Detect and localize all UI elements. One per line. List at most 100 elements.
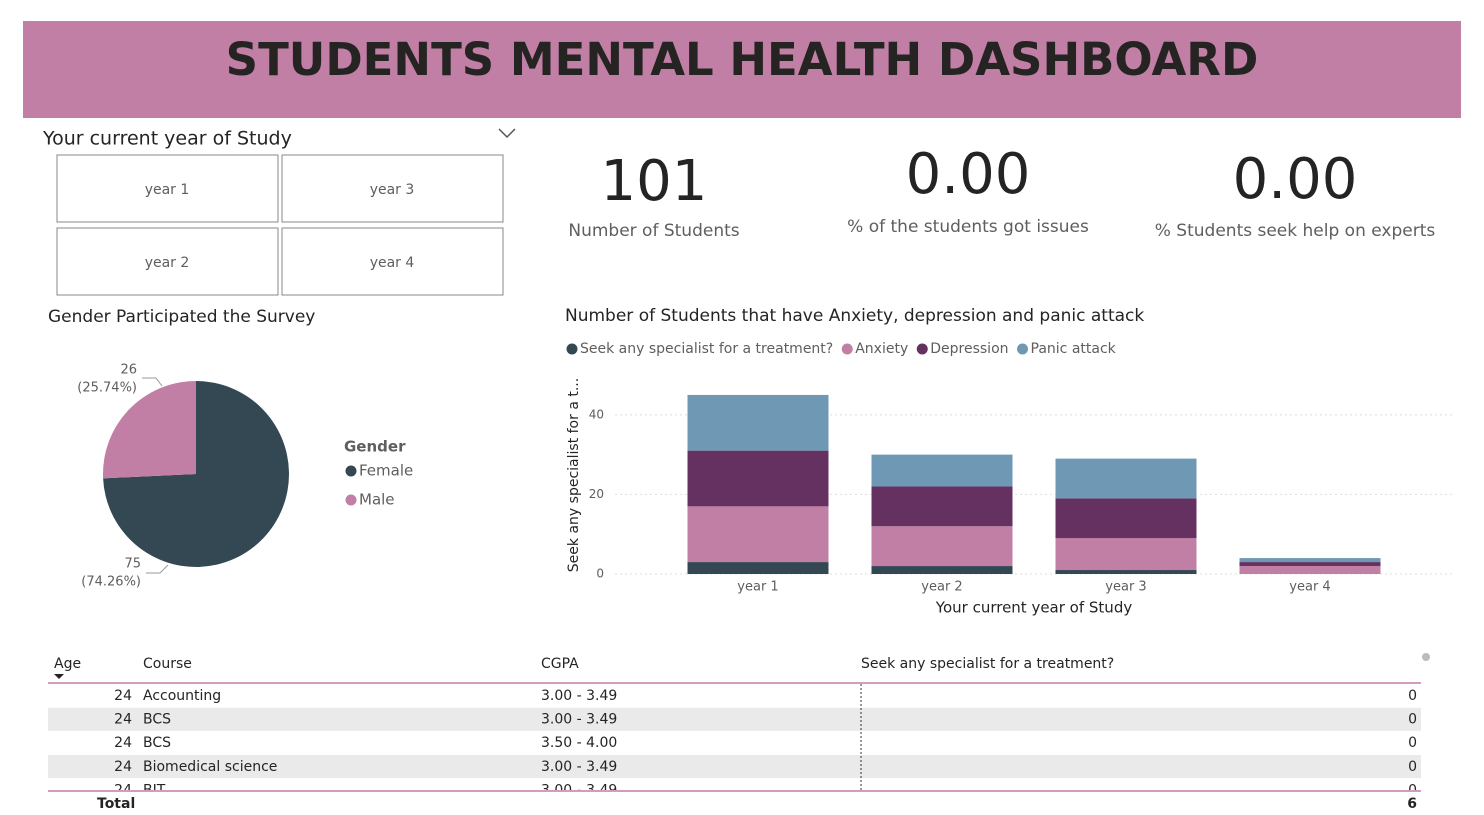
- legend-marker: [345, 494, 357, 506]
- pie-chart: Gender Participated the Survey 75 (74.26%)…: [48, 307, 413, 590]
- slicer-option-box[interactable]: [56, 227, 279, 296]
- total-value: 6: [1407, 796, 1417, 812]
- column-header[interactable]: Seek any specialist for a treatment?: [861, 656, 1114, 672]
- bar-segment: [1055, 458, 1197, 499]
- y-tick-label: 20: [589, 487, 604, 501]
- slicer-option-box[interactable]: [281, 227, 504, 296]
- slicer-option[interactable]: year 2: [145, 255, 190, 271]
- legend-marker: [1017, 343, 1029, 355]
- x-tick-label: year 1: [737, 580, 778, 595]
- kpi-label: % Students seek help on experts: [1155, 221, 1436, 241]
- leader-line: [142, 377, 163, 387]
- bar-segment: [871, 566, 1013, 574]
- table-cell: 24: [114, 688, 132, 704]
- bar-segment: [1239, 558, 1381, 563]
- row-band: [48, 707, 1421, 732]
- kpis: 101 Number of Students 0.00 % of the studen…: [568, 142, 1435, 241]
- bar-segment: [1055, 570, 1197, 574]
- table-cell: 3.00 - 3.49: [541, 712, 617, 728]
- column-header[interactable]: Course: [143, 656, 192, 672]
- table-cell: BCS: [143, 712, 171, 728]
- bar-segment: [687, 394, 829, 451]
- bar-segment: [871, 526, 1013, 567]
- total-label: Total: [97, 796, 135, 812]
- percent-label: (74.26%): [81, 575, 141, 590]
- slicer: year 1 year 3 year 2 year 4: [56, 154, 504, 296]
- slicer-option-box[interactable]: [56, 154, 279, 223]
- legend-label: Seek any specialist for a treatment?: [580, 341, 833, 357]
- pie-slice: [103, 381, 196, 479]
- legend-marker: [841, 343, 853, 355]
- legend-label: Male: [359, 491, 395, 509]
- kpi-label: % of the students got issues: [847, 217, 1089, 237]
- column-header[interactable]: Age: [54, 656, 81, 672]
- table-cell: Accounting: [143, 688, 221, 704]
- y-axis-title: Seek any specialist for a t...: [566, 378, 582, 572]
- table-cell: 24: [114, 782, 132, 798]
- bar-segment: [871, 454, 1013, 487]
- slicer-option[interactable]: year 4: [370, 255, 415, 271]
- x-tick-label: year 2: [921, 580, 962, 595]
- slicer-option-box[interactable]: [281, 154, 504, 223]
- table-cell: BIT: [143, 782, 166, 798]
- chart-title: Gender Participated the Survey: [48, 307, 315, 327]
- dashboard-title: STUDENTS MENTAL HEALTH DASHBOARD: [226, 33, 1259, 86]
- table-cell: 0: [1408, 735, 1417, 751]
- table-cell: 24: [114, 712, 132, 728]
- scrollbar[interactable]: [1422, 653, 1430, 661]
- chart-title: Number of Students that have Anxiety, de…: [565, 306, 1144, 326]
- bar-segment: [1239, 562, 1381, 567]
- kpi-value: 101: [601, 149, 708, 214]
- bar-segment: [871, 486, 1013, 527]
- table-cell: 3.00 - 3.49: [541, 688, 617, 704]
- slicer-chevron[interactable]: [498, 128, 516, 139]
- y-tick-label: 40: [589, 407, 604, 421]
- percent-label: (25.74%): [77, 381, 137, 396]
- sort-arrow: [54, 674, 64, 679]
- table-body: 24 Accounting 3.00 - 3.49 0 24 BCS 3.00 - 3.49…: [48, 688, 1421, 798]
- bar-segment: [1055, 538, 1197, 571]
- table-cell: 24: [114, 759, 132, 775]
- data-label: 75: [124, 557, 141, 572]
- y-tick-label: 0: [596, 567, 604, 581]
- table-cell: 0: [1408, 688, 1417, 704]
- table-cell: 0: [1408, 782, 1417, 798]
- x-tick-label: year 4: [1289, 580, 1330, 595]
- bar-segment: [687, 562, 829, 574]
- kpi-value: 0.00: [906, 142, 1031, 207]
- table: Age Course CGPA Seek any specialist for a t…: [48, 656, 1421, 812]
- bar-segment: [1055, 498, 1197, 539]
- bar-segment: [1239, 566, 1381, 574]
- column-header[interactable]: CGPA: [541, 656, 579, 672]
- kpi-label: Number of Students: [568, 221, 739, 241]
- table-cell: Biomedical science: [143, 759, 277, 775]
- data-label: 26: [120, 363, 137, 378]
- slicer-option[interactable]: year 1: [145, 182, 190, 198]
- legend-marker: [566, 343, 578, 355]
- slicer-title: Your current year of Study: [42, 128, 292, 150]
- x-axis-title: Your current year of Study: [935, 599, 1133, 617]
- leader-line: [146, 564, 169, 574]
- legend-title: Gender: [344, 438, 406, 456]
- table-cell: 0: [1408, 712, 1417, 728]
- bar-segment: [687, 450, 829, 507]
- row-band: [48, 755, 1421, 779]
- table-cell: 0: [1408, 759, 1417, 775]
- bar-chart: Number of Students that have Anxiety, de…: [565, 306, 1455, 617]
- kpi-value: 0.00: [1233, 147, 1358, 212]
- legend-marker: [345, 465, 357, 477]
- header-band: [23, 21, 1461, 118]
- legend-label: Anxiety: [855, 341, 908, 357]
- table-cell: 3.50 - 4.00: [541, 735, 617, 751]
- legend-label: Panic attack: [1031, 341, 1117, 357]
- slicer-option[interactable]: year 3: [370, 182, 415, 198]
- table-cell: 24: [114, 735, 132, 751]
- legend-label: Female: [359, 462, 413, 480]
- pie-slice: [103, 381, 289, 567]
- table-cell: 3.00 - 3.49: [541, 782, 617, 798]
- table-cell: BCS: [143, 735, 171, 751]
- legend-label: Depression: [930, 341, 1008, 357]
- legend-marker: [916, 343, 928, 355]
- table-cell: 3.00 - 3.49: [541, 759, 617, 775]
